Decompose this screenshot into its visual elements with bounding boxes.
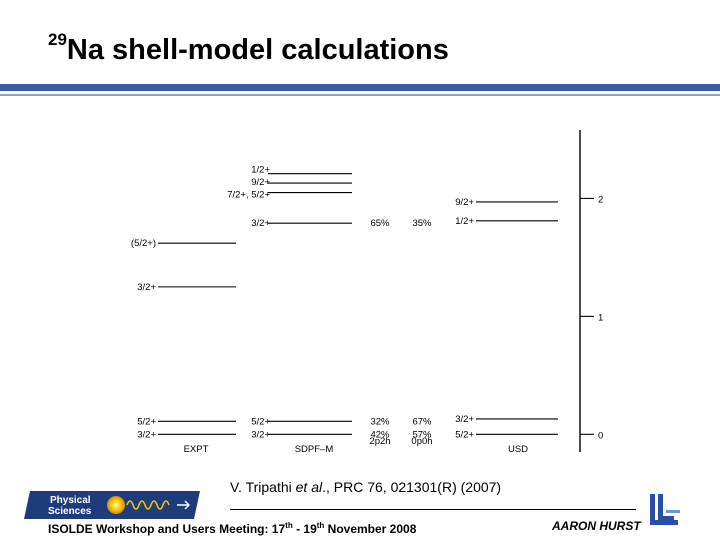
level-spin-label: 7/2+, 5/2+ — [227, 190, 270, 201]
level-spin-label: 1/2+ — [251, 165, 270, 176]
citation: V. Tripathi et al., PRC 76, 021301(R) (2… — [230, 479, 520, 496]
column-label: SDPF–M — [295, 444, 334, 455]
physical-sciences-logo: Physical Sciences — [24, 491, 200, 519]
level-spin-label: 3/2+ — [251, 218, 270, 229]
level-spin-label: 3/2+ — [137, 429, 156, 440]
configuration-label: 0p0h — [411, 436, 432, 447]
axis-tick-label: 2 — [598, 194, 603, 205]
logo-text-sciences: Sciences — [48, 506, 92, 517]
configuration-percent: 57% — [412, 429, 432, 440]
level-spin-label: 1/2+ — [455, 216, 474, 227]
footer-end: November 2008 — [324, 522, 417, 536]
footer-sup-1: th — [285, 521, 293, 530]
configuration-label: 2p2h — [369, 436, 390, 447]
column-label: USD — [508, 444, 528, 455]
footer-mid: - 19 — [292, 522, 317, 536]
axis-tick-label: 1 — [598, 312, 603, 323]
author-name: AARON HURST — [552, 519, 641, 533]
level-spin-label: 9/2+ — [455, 197, 474, 208]
title-text: Na shell-model calculations — [66, 34, 449, 66]
logo-text-physical: Physical — [50, 495, 91, 506]
footer-divider — [230, 509, 636, 510]
level-spin-label: 3/2+ — [455, 414, 474, 425]
level-spin-label: 5/2+ — [455, 429, 474, 440]
configuration-percent: 32% — [370, 416, 390, 427]
title-underline-bar — [0, 84, 720, 91]
configuration-percent: 67% — [412, 416, 432, 427]
footer-text: ISOLDE Workshop and Users Meeting: 17th … — [48, 521, 416, 536]
level-spin-label: 5/2+ — [137, 416, 156, 427]
column-label: EXPT — [184, 444, 209, 455]
citation-etal: et al — [295, 479, 323, 495]
citation-reference: ., PRC 76, 021301(R) (2007) — [322, 479, 502, 495]
level-spin-label: 9/2+ — [251, 177, 270, 188]
axis-tick-label: 0 — [598, 430, 603, 441]
title-underline-thin — [0, 94, 720, 96]
laboratory-logo — [650, 494, 680, 525]
level-spin-label: 5/2+ — [251, 416, 270, 427]
configuration-percent: 65% — [370, 218, 390, 229]
level-spin-label: 3/2+ — [251, 429, 270, 440]
mass-number: 29 — [48, 30, 67, 49]
footer-sup-2: th — [316, 521, 325, 530]
level-spin-label: 3/2+ — [137, 282, 156, 293]
configuration-percent: 35% — [412, 218, 432, 229]
configuration-percent: 42% — [370, 429, 390, 440]
level-spin-label: (5/2+) — [131, 238, 156, 249]
slide-title: 29Na shell-model calculations — [48, 30, 449, 67]
citation-authors: V. Tripathi — [230, 479, 296, 495]
footer-main: ISOLDE Workshop and Users Meeting: 17 — [48, 522, 286, 536]
